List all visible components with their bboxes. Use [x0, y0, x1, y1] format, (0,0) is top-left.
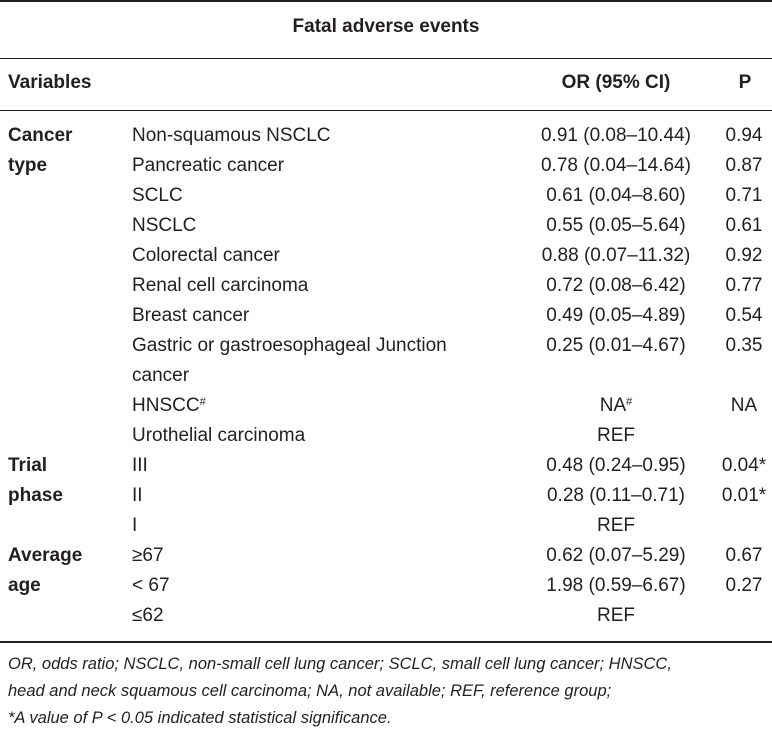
or-cell: 0.88 (0.07–11.32) — [541, 245, 691, 266]
variable-cell: ≥67 — [132, 545, 164, 566]
footnote-line: *A value of P < 0.05 indicated statistic… — [8, 709, 392, 727]
variable-cell: ≤62 — [132, 605, 164, 626]
group-label-trial-phase: Trial phase — [8, 451, 118, 511]
p-cell: 0.87 — [725, 155, 763, 176]
footnote-line: OR, odds ratio; NSCLC, non-small cell lu… — [8, 655, 672, 673]
variable-cell: Non-squamous NSCLC — [132, 125, 331, 146]
table-row: II 0.28 (0.11–0.71) 0.01* — [0, 481, 772, 511]
variable-cell: HNSCC# — [132, 391, 206, 421]
variable-cell: SCLC — [132, 185, 183, 206]
or-cell: REF — [597, 425, 635, 446]
or-cell: 0.78 (0.04–14.64) — [540, 155, 691, 176]
table-row: Breast cancer 0.49 (0.05–4.89) 0.54 — [0, 301, 772, 331]
group-label-line: type — [8, 155, 48, 176]
variable-cell: Renal cell carcinoma — [132, 275, 309, 296]
or-cell: REF — [597, 515, 635, 536]
or-cell: 0.61 (0.04–8.60) — [546, 185, 686, 206]
p-cell: 0.61 — [725, 215, 763, 236]
or-cell: 1.98 (0.59–6.67) — [546, 575, 686, 596]
or-cell: 0.62 (0.07–5.29) — [546, 545, 686, 566]
p-cell: 0.92 — [725, 245, 763, 266]
table-row: SCLC 0.61 (0.04–8.60) 0.71 — [0, 181, 772, 211]
footnote-marker: # — [199, 396, 206, 408]
table-row: I REF — [0, 511, 772, 541]
or-cell: 0.48 (0.24–0.95) — [546, 455, 686, 476]
variable-cell: NSCLC — [132, 215, 197, 236]
p-cell: 0.71 — [725, 185, 763, 206]
group-label-line: Cancer — [8, 125, 73, 146]
p-cell: 0.35 — [725, 335, 763, 356]
table-row: Non-squamous NSCLC 0.91 (0.08–10.44) 0.9… — [0, 121, 772, 151]
table-row: ≥67 0.62 (0.07–5.29) 0.67 — [0, 541, 772, 571]
variable-cell: Pancreatic cancer — [132, 155, 285, 176]
variable-cell: Breast cancer — [132, 305, 250, 326]
or-cell: 0.25 (0.01–4.67) — [546, 335, 686, 356]
table-footnote: OR, odds ratio; NSCLC, non-small cell lu… — [8, 651, 768, 732]
group-label-line: Average — [8, 545, 83, 566]
group-label-cancer-type: Cancer type — [8, 121, 118, 181]
or-cell: 0.91 (0.08–10.44) — [540, 125, 691, 146]
or-cell: NA# — [522, 391, 710, 421]
or-cell: REF — [597, 605, 635, 626]
p-cell: 0.27 — [725, 575, 763, 596]
table-row: Gastric or gastroesophageal Junction can… — [0, 331, 772, 391]
table-row: HNSCC# NA# NA — [0, 391, 772, 421]
p-cell: NA — [730, 395, 758, 416]
table-row: < 67 1.98 (0.59–6.67) 0.27 — [0, 571, 772, 601]
variable-cell: < 67 — [132, 575, 170, 596]
table-title: Fatal adverse events — [292, 16, 480, 37]
header-or: OR (95% CI) — [561, 72, 671, 93]
header-p: P — [738, 72, 752, 93]
header-rule — [0, 110, 772, 111]
table-row: Colorectal cancer 0.88 (0.07–11.32) 0.92 — [0, 241, 772, 271]
table-row: ≤62 REF — [0, 601, 772, 631]
or-cell: 0.49 (0.05–4.89) — [546, 305, 686, 326]
table-row: NSCLC 0.55 (0.05–5.64) 0.61 — [0, 211, 772, 241]
table-row: Renal cell carcinoma 0.72 (0.08–6.42) 0.… — [0, 271, 772, 301]
p-cell: 0.67 — [725, 545, 763, 566]
or-cell: 0.72 (0.08–6.42) — [546, 275, 686, 296]
or-cell: 0.55 (0.05–5.64) — [546, 215, 686, 236]
header-variables: Variables — [8, 72, 92, 93]
footnote-line: head and neck squamous cell carcinoma; N… — [8, 682, 612, 700]
p-cell: 0.94 — [725, 125, 763, 146]
variable-cell: Colorectal cancer — [132, 245, 280, 266]
group-label-line: Trial — [8, 455, 48, 476]
bottom-rule — [0, 641, 772, 643]
group-label-line: phase — [8, 485, 63, 506]
table-row: Pancreatic cancer 0.78 (0.04–14.64) 0.87 — [0, 151, 772, 181]
variable-cell: I — [132, 515, 138, 536]
variable-cell: III — [132, 455, 148, 476]
p-cell: 0.77 — [725, 275, 763, 296]
or-text: NA — [599, 395, 627, 416]
group-label-line: age — [8, 575, 41, 596]
or-cell: 0.28 (0.11–0.71) — [546, 485, 686, 506]
variable-text: HNSCC — [132, 395, 200, 416]
p-cell: 0.54 — [725, 305, 763, 326]
table-row: III 0.48 (0.24–0.95) 0.04* — [0, 451, 772, 481]
variable-cell: Gastric or gastroesophageal Junction can… — [132, 335, 447, 386]
group-label-average-age: Average age — [8, 541, 118, 601]
footnote-marker: # — [626, 396, 633, 408]
table-row: Urothelial carcinoma REF — [0, 421, 772, 451]
top-rule — [0, 0, 772, 2]
title-rule — [0, 58, 772, 59]
variable-cell: II — [132, 485, 143, 506]
p-cell: 0.04* — [721, 455, 767, 476]
p-cell: 0.01* — [721, 485, 767, 506]
variable-cell: Urothelial carcinoma — [132, 425, 306, 446]
